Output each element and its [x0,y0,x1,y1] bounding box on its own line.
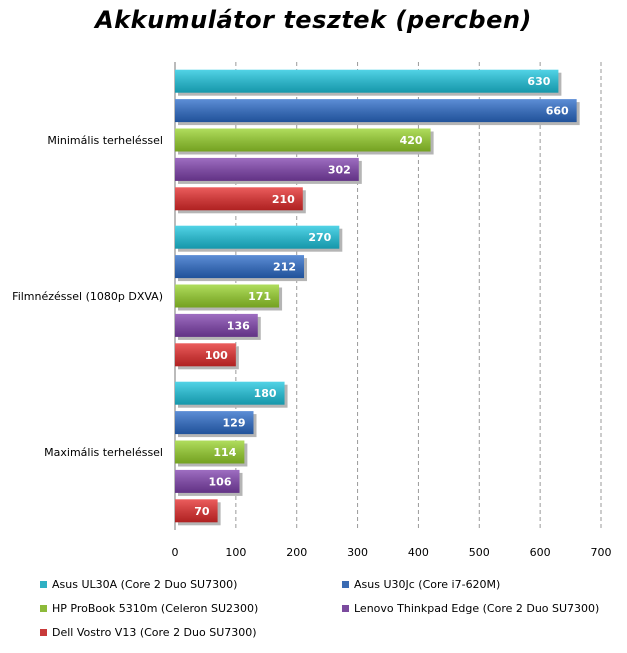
legend-label: Dell Vostro V13 (Core 2 Duo SU7300) [52,626,257,639]
legend-item: Lenovo Thinkpad Edge (Core 2 Duo SU7300) [342,602,599,615]
category-label: Maximális terheléssel [44,446,163,459]
legend: Asus UL30A (Core 2 Duo SU7300) Asus U30Jc… [40,578,620,648]
bar-value-label: 100 [205,349,228,362]
bar-value-label: 302 [328,163,351,176]
x-tick-label: 400 [408,546,429,559]
bar [175,187,303,211]
bar-value-label: 129 [223,417,246,430]
bar [175,381,285,405]
x-tick-label: 0 [172,546,179,559]
labels: 0 100 200 300 400 500 600 700 Minimális terhelés… [12,75,611,559]
x-tick-label: 500 [469,546,490,559]
bar [175,469,240,493]
legend-swatch [40,581,47,588]
legend-swatch [342,581,349,588]
category-label: Filmnézéssel (1080p DXVA) [12,290,163,303]
legend-swatch [342,605,349,612]
x-tick-label: 100 [225,546,246,559]
x-tick-label: 300 [347,546,368,559]
bar [175,99,577,123]
bar-value-label: 630 [527,75,550,88]
legend-swatch [40,605,47,612]
x-tick-label: 700 [591,546,612,559]
bar [175,499,218,523]
bar-value-label: 114 [213,446,236,459]
x-tick-label: 200 [286,546,307,559]
bar [175,313,258,337]
chart-title: Akkumulátor tesztek (percben) [95,6,532,34]
bar-value-label: 270 [308,231,331,244]
legend-item: Dell Vostro V13 (Core 2 Duo SU7300) [40,626,257,639]
bar [175,284,280,308]
bar [175,440,245,464]
bar [175,69,559,93]
legend-label: Asus UL30A (Core 2 Duo SU7300) [52,578,238,591]
legend-item: HP ProBook 5310m (Celeron SU2300) [40,602,258,615]
bar [175,343,236,367]
bar-value-label: 420 [400,134,423,147]
bar-value-label: 212 [273,261,296,274]
bar-value-label: 210 [272,193,295,206]
bars [175,69,580,526]
legend-label: HP ProBook 5310m (Celeron SU2300) [52,602,259,615]
x-tick-label: 600 [530,546,551,559]
bar [175,128,431,152]
bar-value-label: 136 [227,319,250,332]
bar-value-label: 171 [248,290,271,303]
bar-value-label: 180 [254,387,277,400]
bar-value-label: 70 [194,505,210,518]
legend-swatch [40,629,47,636]
legend-item: Asus UL30A (Core 2 Duo SU7300) [40,578,237,591]
bar-value-label: 106 [209,475,232,488]
bar [175,411,254,435]
bar-value-label: 660 [546,105,569,118]
legend-label: Lenovo Thinkpad Edge (Core 2 Duo SU7300) [354,602,600,615]
category-label: Minimális terheléssel [47,134,163,147]
bar [175,225,340,249]
bar [175,255,305,279]
legend-item: Asus U30Jc (Core i7-620M) [342,578,500,591]
legend-label: Asus U30Jc (Core i7-620M) [354,578,501,591]
bar [175,157,359,181]
